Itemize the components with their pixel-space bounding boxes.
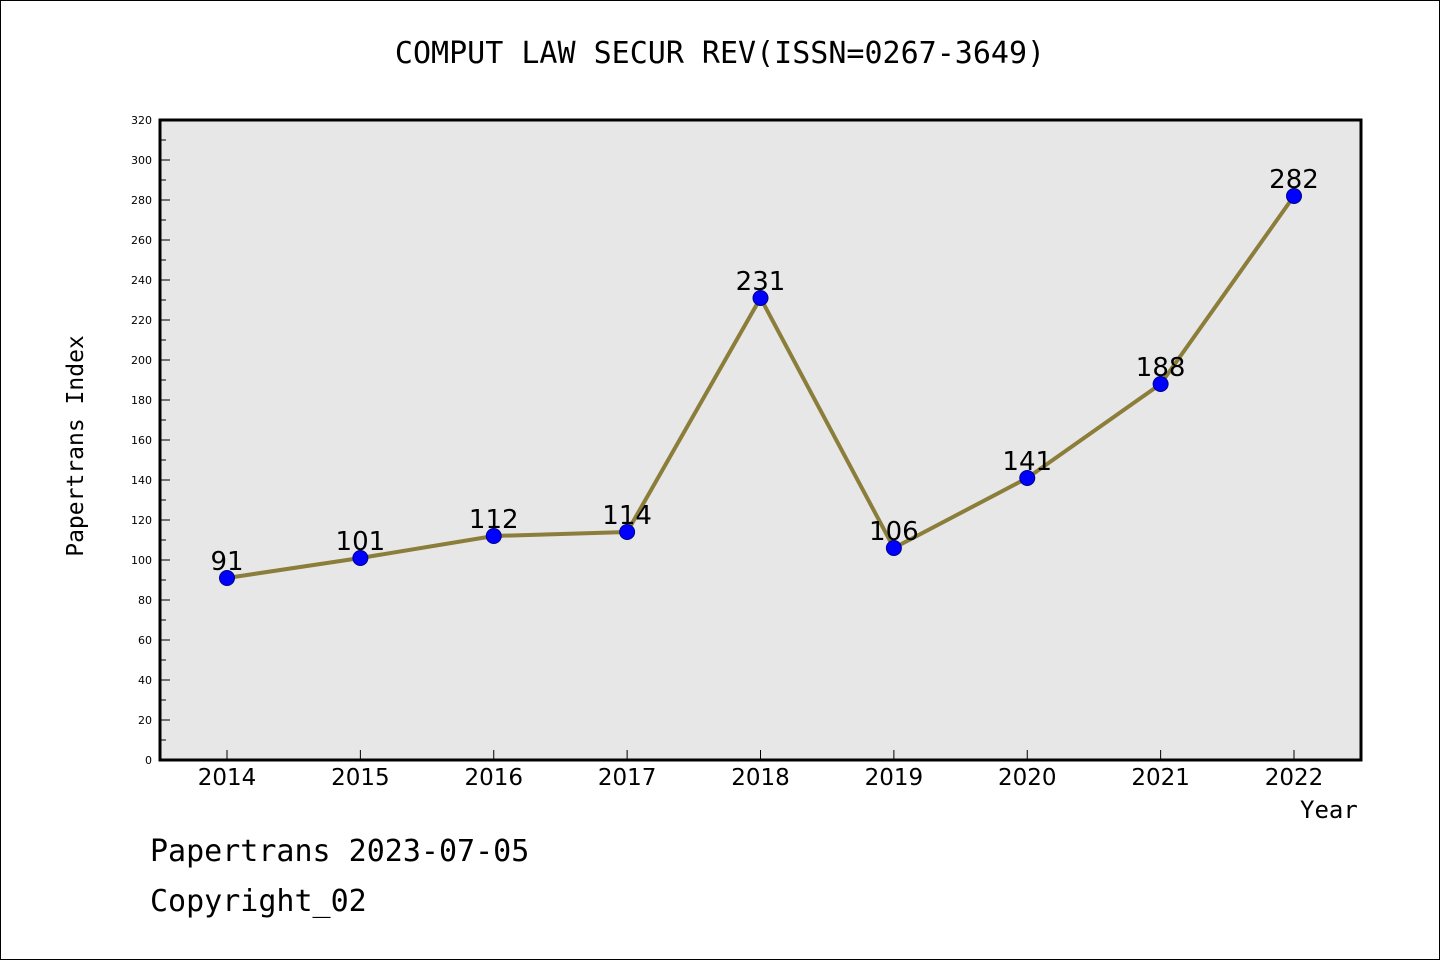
y-tick-label: 200	[131, 354, 152, 367]
x-tick-label: 2021	[1131, 765, 1190, 791]
plot-area	[160, 120, 1361, 760]
y-tick-label: 20	[138, 714, 152, 727]
y-tick-label: 300	[131, 154, 152, 167]
x-tick-label: 2019	[865, 765, 924, 791]
data-point	[485, 528, 502, 544]
data-point	[219, 570, 235, 586]
data-label: 282	[1269, 165, 1319, 195]
x-tick-label: 2022	[1265, 765, 1324, 791]
data-label: 114	[602, 501, 652, 531]
data-label: 112	[469, 505, 519, 535]
data-label: 106	[869, 517, 919, 547]
series-layer: 91 101 112 114 231 106 141 188 282	[210, 165, 1319, 586]
chart-title: COMPUT LAW SECUR REV(ISSN=0267-3649)	[394, 36, 1046, 71]
x-axis-ticks: 2014 2015 2016 2017 2018 2019 2020 2021 2022	[198, 750, 1324, 791]
y-tick-label: 100	[131, 554, 152, 567]
x-tick-label: 2018	[731, 765, 790, 791]
y-tick-label: 320	[131, 114, 152, 127]
y-tick-label: 60	[138, 634, 152, 647]
y-tick-label: 80	[138, 594, 152, 607]
data-label: 188	[1136, 353, 1186, 383]
y-tick-label: 280	[131, 194, 152, 207]
data-label: 141	[1002, 447, 1052, 477]
x-tick-label: 2017	[598, 765, 657, 791]
data-point	[619, 524, 636, 540]
y-tick-label: 160	[131, 434, 152, 447]
data-point	[1019, 470, 1036, 486]
data-label: 101	[336, 527, 386, 557]
x-tick-label: 2014	[198, 765, 257, 791]
data-point	[352, 550, 369, 566]
data-label: 231	[736, 267, 786, 297]
y-tick-label: 140	[131, 474, 152, 487]
footer-copyright-text: Copyright_02	[150, 884, 367, 919]
y-tick-label: 220	[131, 314, 152, 327]
data-point	[1286, 188, 1302, 204]
x-tick-label: 2016	[464, 765, 523, 791]
x-tick-label: 2020	[998, 765, 1057, 791]
plot-border	[158, 118, 1363, 762]
y-tick-label: 240	[131, 274, 152, 287]
footer-date-text: Papertrans 2023-07-05	[150, 834, 530, 869]
y-tick-label: 180	[131, 394, 152, 407]
data-point	[752, 290, 769, 306]
y-tick-label: 260	[131, 234, 152, 247]
y-tick-label: 0	[145, 754, 152, 767]
data-label: 91	[210, 547, 243, 577]
y-tick-label: 40	[138, 674, 152, 687]
x-axis-label: Year	[1300, 796, 1358, 824]
data-point	[885, 540, 902, 556]
x-tick-label: 2015	[331, 765, 390, 791]
data-point	[1152, 376, 1169, 392]
y-tick-label: 120	[131, 514, 152, 527]
